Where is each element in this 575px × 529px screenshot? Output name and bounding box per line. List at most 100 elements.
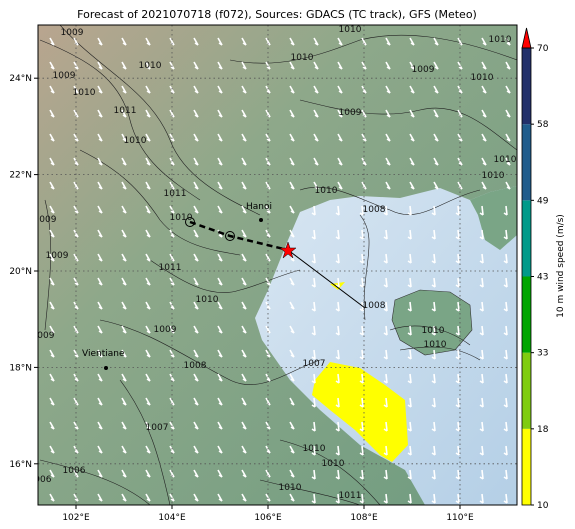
map-frame [37,24,518,506]
wind-arrow-head [455,284,460,288]
wind-arrow-head [242,42,247,46]
wind-arrow-head [311,452,316,456]
wind-arrow-head [146,162,151,166]
wind-arrow [505,301,508,312]
isobar-label: 1010 [482,171,505,181]
wind-arrow-head [74,330,79,334]
colorbar-tick-label: 10 [537,501,549,511]
wind-arrow-head [431,428,436,432]
isobar-label: 1006 [29,475,52,485]
wind-arrow-head [455,380,460,384]
wind-arrow-head [407,308,412,312]
wind-arrow [409,493,412,504]
wind-arrow-head [434,90,439,94]
wind-arrow-head [98,210,103,214]
wind-arrow [457,349,460,360]
wind-arrow-head [503,236,508,240]
wind-arrow-head [503,212,508,216]
wind-arrow-head [359,212,364,216]
wind-arrow-head [338,90,343,94]
wind-arrow-head [338,186,343,190]
wind-arrow-head [290,402,295,406]
wind-arrow [361,469,364,480]
wind-arrow [433,469,436,480]
wind-arrow [313,229,316,240]
wind-arrow-head [479,308,484,312]
city-label: Hanoi [246,202,272,212]
wind-arrow [337,277,340,288]
wind-arrow-head [359,404,364,408]
wind-arrow-head [386,90,391,94]
wind-arrow [481,397,484,408]
wind-arrow-head [122,42,127,46]
wind-arrow-head [314,42,319,46]
wind-arrow-head [218,234,223,238]
wind-arrow-head [218,306,223,310]
wind-arrow-head [407,236,412,240]
wind-arrow-head [458,90,463,94]
tc-track [189,220,289,252]
wind-arrow-head [431,308,436,312]
wind-arrow-head [335,260,340,264]
wind-arrow-head [386,42,391,46]
wind-arrow-head [383,308,388,312]
wind-arrow-head [194,426,199,430]
x-tick-label: 104°E [158,513,186,523]
isobar-label: 1006 [63,466,86,476]
wind-arrow [457,421,460,432]
wind-arrow-head [122,162,127,166]
wind-arrow-head [74,354,79,358]
wind-arrow-head [194,162,199,166]
wind-arrow-head [98,378,103,382]
wind-arrow-head [50,42,55,46]
isobar-label: 1008 [184,361,207,371]
wind-arrow-head [266,474,271,478]
wind-arrow-head [362,66,367,70]
y-tick-label: 22°N [9,171,32,181]
wind-arrow-head [242,378,247,382]
wind-arrow [433,277,436,288]
wind-arrow-head [359,380,364,384]
wind-arrow [361,229,364,240]
wind-arrow-head [407,500,412,504]
wind-arrow-head [194,42,199,46]
wind-arrow-head [482,66,487,70]
wind-arrow [481,253,484,264]
wind-arrow-head [311,380,316,384]
wind-arrow [313,301,316,312]
wind-arrow-head [359,284,364,288]
wind-arrow-head [482,90,487,94]
wind-arrow-head [194,498,199,502]
wind-arrow [385,301,388,312]
wind-arrow-head [359,428,364,432]
wind-arrow-head [218,378,223,382]
wind-arrow-head [98,162,103,166]
wind-arrow-head [194,378,199,382]
wind-arrow-head [146,282,151,286]
wind-arrow-head [362,114,367,118]
wind-arrow [313,397,316,408]
wind-arrow-head [314,186,319,190]
wind-arrow-head [74,114,79,118]
wind-arrow [433,445,436,456]
wind-arrow-head [455,356,460,360]
wind-arrow-head [386,162,391,166]
wind-arrow-head [434,186,439,190]
wind-arrow-head [335,332,340,336]
wind-arrow-head [290,282,295,286]
wind-arrow-head [50,186,55,190]
wind-arrow-head [98,234,103,238]
wind-arrow-head [431,500,436,504]
wind-arrow-head [242,474,247,478]
wind-arrow-head [218,402,223,406]
sea [255,186,517,505]
wind-arrow-head [506,186,511,190]
wind-arrow [457,325,460,336]
wind-arrow [457,493,460,504]
wind-arrow [361,397,364,408]
wind-arrow-head [266,282,271,286]
wind-arrow-head [50,474,55,478]
wind-arrow-head [242,90,247,94]
graticule [38,25,517,505]
